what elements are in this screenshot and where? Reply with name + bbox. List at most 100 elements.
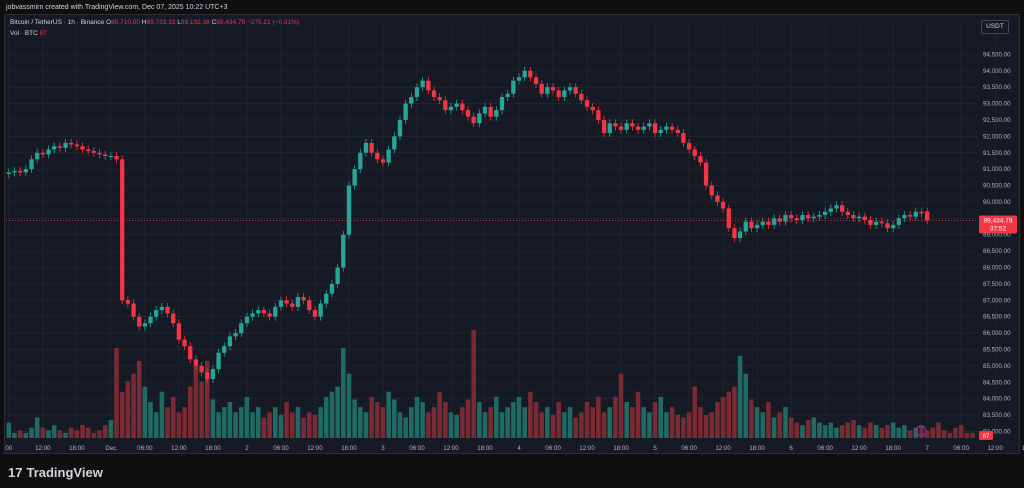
volume-bar: [369, 396, 374, 438]
volume-bar: [749, 399, 754, 438]
candle-body: [630, 123, 635, 127]
volume-bar: [380, 407, 386, 438]
chart-attribution: jobvassmirn created with TradingView.com…: [6, 4, 228, 11]
volume-bar: [760, 412, 766, 438]
open-value: 89,710.00: [111, 19, 140, 26]
volume-bar: [862, 427, 868, 438]
volume-bar: [885, 425, 890, 438]
volume-bar: [953, 427, 958, 438]
volume-bar: [12, 432, 17, 438]
volume-bar: [346, 373, 352, 438]
x-tick-label: 5: [653, 445, 657, 452]
candle-body: [165, 306, 170, 314]
volume-bar: [199, 381, 204, 438]
volume-bar: [307, 412, 312, 438]
symbol-name: Bitcoin / TetherUS · 1h · Binance: [10, 19, 105, 26]
y-tick-label: 94,000.00: [983, 68, 1011, 75]
volume-bar: [97, 430, 102, 438]
candle-body: [312, 310, 318, 317]
candle-body: [550, 87, 556, 91]
volume-bar: [596, 396, 601, 438]
volume-bar: [295, 407, 301, 438]
volume-bar: [471, 330, 476, 438]
volume-bar: [879, 427, 885, 438]
candle-body: [256, 310, 261, 314]
candle-body: [726, 208, 731, 229]
candle-body: [307, 300, 312, 311]
countdown-label: 37:52: [990, 225, 1007, 232]
volume-bar: [635, 391, 641, 438]
volume-bar: [624, 402, 629, 438]
candle-body: [261, 310, 267, 314]
candle-body: [760, 221, 765, 225]
candle-body: [828, 208, 833, 212]
candle-body: [46, 149, 51, 155]
candle-body: [822, 211, 828, 216]
high-label: H: [141, 19, 147, 26]
volume-bar: [783, 407, 788, 438]
candle-body: [896, 218, 901, 225]
y-tick-label: 85,000.00: [983, 363, 1011, 370]
volume-bar: [23, 432, 29, 438]
candle-body: [511, 80, 516, 94]
volume-bar: [244, 396, 250, 438]
x-tick-label: 18:00: [341, 445, 357, 452]
x-tick-label: 12:00: [307, 445, 323, 452]
candle-body: [533, 77, 539, 84]
candle-body: [324, 293, 329, 304]
candle-body: [375, 152, 380, 160]
volume-bar: [6, 422, 12, 438]
volume-tag: [979, 431, 993, 440]
x-tick-label: 18:00: [69, 445, 85, 452]
volume-bar: [131, 373, 136, 438]
volume-bar: [516, 396, 522, 438]
volume-bar: [57, 430, 63, 438]
candle-body: [74, 144, 80, 147]
volume-bar: [715, 402, 720, 438]
candle-body: [431, 90, 437, 98]
x-tick-label: 06:00: [409, 445, 425, 452]
candle-body: [80, 146, 85, 150]
volume-bar: [828, 422, 834, 438]
candle-body: [380, 159, 386, 163]
volume-tag-label: 87: [983, 434, 990, 440]
volume-bar: [845, 422, 851, 438]
candle-body: [715, 195, 720, 202]
candle-body: [471, 116, 476, 124]
volume-bar: [550, 414, 556, 438]
volume-bar: [34, 417, 40, 438]
volume-bar: [426, 412, 431, 438]
candle-body: [494, 110, 499, 117]
candle-body: [902, 215, 907, 219]
volume-bar: [187, 386, 193, 438]
volume-bar: [68, 427, 74, 438]
candle-body: [562, 90, 567, 98]
volume-bar: [204, 360, 210, 438]
candle-body: [669, 126, 675, 130]
x-tick-label: 12:00: [715, 445, 731, 452]
candle-body: [460, 103, 465, 111]
candle-body: [528, 70, 533, 78]
candle-body: [193, 359, 199, 366]
candle-body: [358, 152, 363, 170]
candle-body: [873, 221, 879, 225]
volume-bar: [873, 425, 879, 438]
x-tick-label: 12:00: [171, 445, 187, 452]
volume-bar: [919, 425, 924, 438]
volume-bar: [136, 360, 142, 438]
candle-body: [103, 154, 108, 157]
volume-bar: [238, 407, 244, 438]
candle-body: [925, 211, 930, 221]
x-tick-label: 00: [5, 445, 12, 452]
y-tick-label: 87,000.00: [983, 297, 1011, 304]
candle-body: [148, 316, 153, 324]
candle-body: [811, 216, 816, 219]
volume-bar: [930, 427, 936, 438]
volume-bar: [267, 412, 272, 438]
volume-bar: [114, 348, 119, 438]
candle-body: [652, 123, 658, 134]
volume-bar: [80, 425, 85, 438]
volume-bar: [278, 414, 284, 438]
